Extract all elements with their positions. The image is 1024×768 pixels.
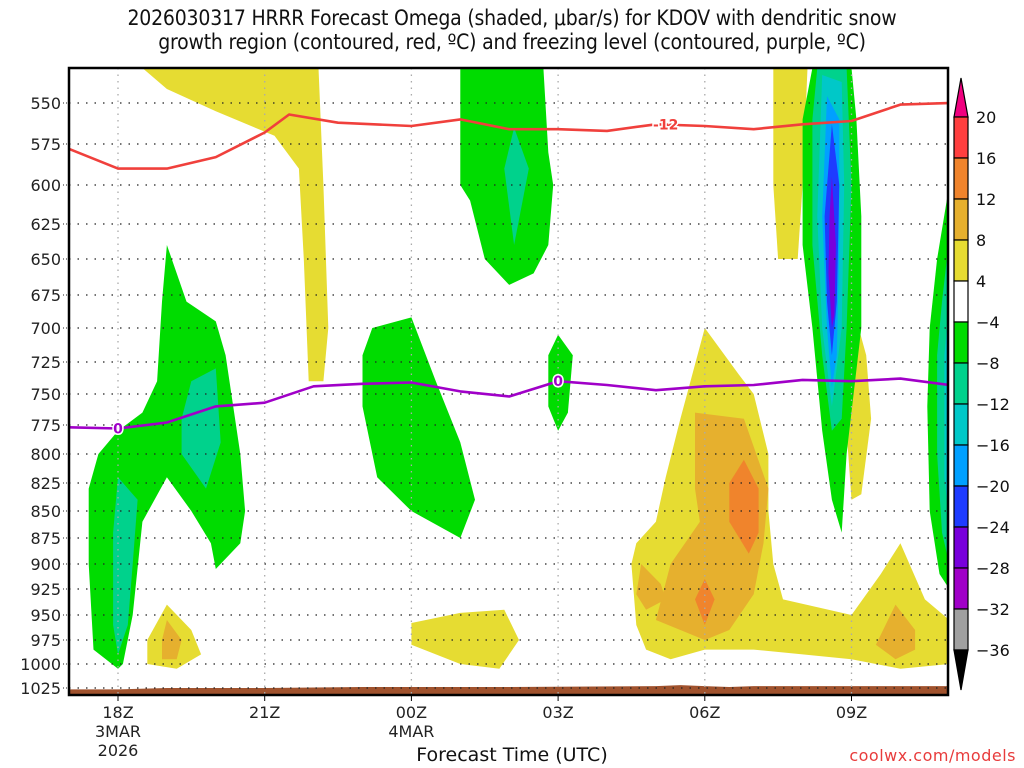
freezing-level-0C-contour xyxy=(69,377,948,430)
x-tick-sub-2026: 2026 xyxy=(98,741,139,760)
colorbar-bin-5 xyxy=(953,321,969,364)
y-tick-1025: 1025 xyxy=(20,679,61,698)
contour-label-0-b: 0 xyxy=(553,374,563,390)
y-tick-750: 750 xyxy=(30,385,61,404)
colorbar-bin-11 xyxy=(953,567,969,610)
colorbar-tick--16: −16 xyxy=(976,436,1010,455)
colorbar-bin-0 xyxy=(953,116,969,159)
omega-region-24 xyxy=(828,176,836,328)
y-tick-775: 775 xyxy=(30,416,61,435)
x-tick-00Z: 00Z xyxy=(396,703,427,722)
y-tick-550: 550 xyxy=(30,94,61,113)
colorbar: 20 16 12 8 4 −4 −8 −12 −16 −20 −24 −28 −32 −36 xyxy=(953,77,1010,691)
colorbar-tick-4: 4 xyxy=(976,272,986,291)
colorbar-bin-3 xyxy=(953,239,969,282)
y-tick-975: 975 xyxy=(30,631,61,650)
omega-region-16 xyxy=(875,604,916,660)
colorbar-overflow-triangle xyxy=(953,77,969,118)
colorbar-tick-12: 12 xyxy=(976,190,996,209)
terrain-surface xyxy=(69,685,948,695)
y-tick-925: 925 xyxy=(30,580,61,599)
colorbar-tick--20: −20 xyxy=(976,477,1010,496)
omega-region-2 xyxy=(181,368,221,489)
omega-region-0 xyxy=(142,68,329,382)
x-tick-sub-4MAR: 4MAR xyxy=(388,722,434,741)
colorbar-tick--12: −12 xyxy=(976,395,1010,414)
dendritic-growth-minus12C-contour xyxy=(69,101,948,170)
omega-region-9 xyxy=(548,334,573,431)
omega-region-3 xyxy=(113,477,138,655)
colorbar-tick--4: −4 xyxy=(976,313,1000,332)
colorbar-underflow-triangle xyxy=(953,649,969,691)
contour-lines: -12 0 0 xyxy=(69,101,948,439)
credit-text: coolwx.com/models xyxy=(849,746,1016,765)
plot-frame xyxy=(67,66,950,697)
omega-region-7 xyxy=(504,127,529,245)
x-tick-21Z: 21Z xyxy=(249,703,280,722)
colorbar-bin-2 xyxy=(953,198,969,241)
y-axis: 550 575 600 625 650 675 700 725 750 775 800 825 850 8… xyxy=(20,94,69,698)
omega-region-10 xyxy=(411,609,519,669)
colorbar-bin-7 xyxy=(953,403,969,446)
terrain-fill xyxy=(69,685,948,695)
colorbar-tick-16: 16 xyxy=(976,149,996,168)
colorbar-tick-8: 8 xyxy=(976,231,986,250)
y-tick-850: 850 xyxy=(30,502,61,521)
y-tick-725: 725 xyxy=(30,353,61,372)
chart-title-line-1: 2026030317 HRRR Forecast Omega (shaded, … xyxy=(127,6,897,30)
y-tick-575: 575 xyxy=(30,135,61,154)
colorbar-bin-10 xyxy=(953,526,969,569)
colorbar-tick-20: 20 xyxy=(976,108,996,127)
colorbar-bin-1 xyxy=(953,157,969,200)
y-tick-600: 600 xyxy=(30,176,61,195)
chart-title-line-2: growth region (contoured, red, ºC) and f… xyxy=(158,30,866,54)
contour-label-minus12: -12 xyxy=(653,117,678,133)
colorbar-tick--36: −36 xyxy=(976,641,1010,660)
x-tick-sub-3MAR: 3MAR xyxy=(95,722,141,741)
x-tick-18Z: 18Z xyxy=(102,703,133,722)
y-tick-650: 650 xyxy=(30,250,61,269)
colorbar-tick--28: −28 xyxy=(976,559,1010,578)
chart-title: 2026030317 HRRR Forecast Omega (shaded, … xyxy=(0,6,1024,54)
y-tick-1000: 1000 xyxy=(20,655,61,674)
y-tick-700: 700 xyxy=(30,319,61,338)
x-axis-label: Forecast Time (UTC) xyxy=(416,744,608,766)
y-tick-900: 900 xyxy=(30,555,61,574)
omega-shading xyxy=(88,68,948,669)
y-tick-625: 625 xyxy=(30,215,61,234)
y-tick-825: 825 xyxy=(30,474,61,493)
omega-region-13 xyxy=(729,459,759,554)
x-tick-03Z: 03Z xyxy=(542,703,573,722)
omega-region-8 xyxy=(362,317,475,538)
y-tick-950: 950 xyxy=(30,606,61,625)
x-tick-06Z: 06Z xyxy=(689,703,720,722)
colorbar-bin-9 xyxy=(953,485,969,528)
omega-region-17 xyxy=(773,68,808,259)
omega-region-15 xyxy=(636,564,666,610)
colorbar-bin-12 xyxy=(953,608,969,651)
y-tick-675: 675 xyxy=(30,286,61,305)
y-tick-800: 800 xyxy=(30,445,61,464)
colorbar-tick--8: −8 xyxy=(976,354,1000,373)
colorbar-bin-8 xyxy=(953,444,969,487)
y-tick-875: 875 xyxy=(30,529,61,548)
x-tick-09Z: 09Z xyxy=(836,703,867,722)
colorbar-tick--24: −24 xyxy=(976,518,1010,537)
contour-label-0-a: 0 xyxy=(113,421,123,437)
colorbar-tick--32: −32 xyxy=(976,600,1010,619)
colorbar-bin-6 xyxy=(953,362,969,405)
colorbar-bin-4 xyxy=(953,280,969,323)
